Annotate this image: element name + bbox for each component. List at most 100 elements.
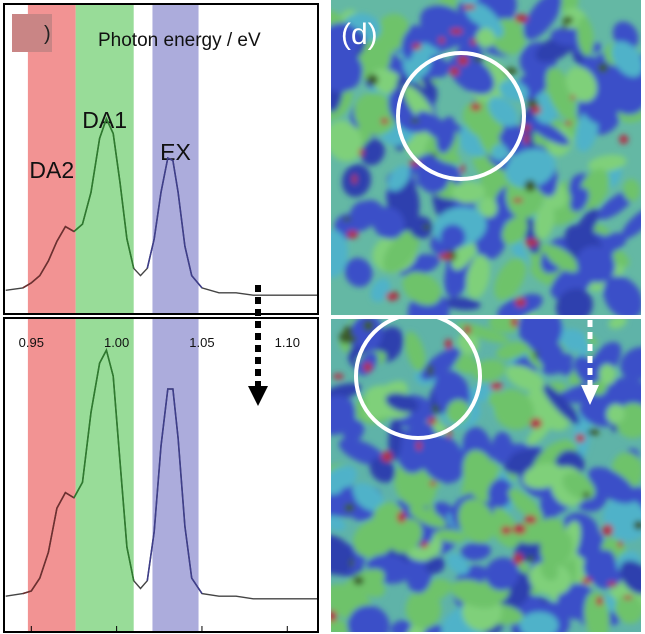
map-domain (545, 67, 576, 119)
map-domain (470, 2, 504, 38)
map-domain (352, 482, 385, 512)
band-band1 (75, 318, 134, 632)
band-ex (152, 4, 199, 314)
map-spot (427, 417, 437, 425)
map-domain (534, 203, 555, 240)
map-domain (518, 319, 563, 351)
map-spot (514, 297, 526, 308)
top-spectrum-panel: DA2 DA1 EX (3, 3, 319, 315)
map-spot (331, 610, 337, 623)
map-spot (344, 503, 355, 513)
map-spot (564, 121, 572, 126)
map-domain (485, 229, 503, 254)
map-domain (577, 16, 594, 57)
pl-map-top: (d) (331, 0, 641, 315)
x-tick-label: 1.05 (189, 335, 214, 350)
map-domain (331, 616, 359, 632)
map-domain (339, 568, 385, 601)
band-band0 (27, 318, 76, 632)
map-spot (449, 66, 460, 76)
map-domain (526, 388, 570, 431)
map-domain (360, 139, 385, 166)
map-domain (446, 552, 470, 575)
map-spot (633, 520, 641, 530)
map-domain (405, 552, 433, 594)
map-domain (536, 340, 564, 368)
map-spot (380, 118, 389, 125)
map-domain (331, 395, 356, 436)
map-spot (352, 174, 357, 185)
map-domain (331, 50, 363, 93)
map-spot (449, 28, 463, 35)
x-tick-label: 1.00 (104, 335, 129, 350)
map-spot (530, 418, 542, 429)
map-spot (358, 148, 365, 157)
map-spot (595, 596, 604, 606)
map-spot (470, 103, 482, 112)
map-domain (570, 187, 589, 212)
map-domain (565, 66, 597, 102)
band-da1 (75, 4, 134, 314)
map-spot (619, 134, 629, 145)
map-domain (503, 298, 534, 315)
map-domain (409, 216, 433, 239)
spectrum-band-segment (22, 491, 75, 595)
spectrum-band-segment (73, 116, 135, 269)
map-spot (460, 163, 465, 174)
map-domain (623, 178, 640, 202)
map-spot (523, 133, 529, 145)
dotted-down-arrow (248, 285, 268, 406)
map-domain (610, 77, 641, 115)
map-domain (331, 515, 346, 532)
map-domain (488, 391, 510, 410)
map-domain (598, 364, 617, 385)
map-spot (526, 555, 535, 562)
map-spot (617, 540, 623, 548)
map-spot (512, 524, 527, 535)
x-axis-title: Photon energy / eV (98, 30, 261, 51)
map-spot (416, 441, 422, 451)
map-domain (543, 244, 579, 273)
map-domain (494, 257, 527, 301)
map-spot (431, 152, 437, 158)
map-domain (406, 403, 439, 426)
spectrum-band-segment (146, 156, 203, 289)
map-domain (385, 393, 419, 413)
map-domain (542, 384, 580, 425)
highlight-circle-bottom (354, 319, 482, 440)
map-spot (575, 433, 585, 443)
map-domain (603, 275, 641, 315)
map-domain (497, 119, 529, 158)
map-domain (425, 556, 446, 574)
band-da2 (27, 4, 76, 314)
map-spot (411, 43, 422, 50)
map-domain (436, 116, 457, 154)
map-domain (621, 207, 641, 239)
map-domain (496, 341, 529, 360)
map-domain (458, 498, 495, 544)
map-spot (342, 216, 352, 222)
map-spot (570, 95, 576, 100)
map-domain (611, 41, 641, 77)
map-domain (597, 190, 635, 220)
map-spot (462, 4, 476, 10)
map-domain (586, 341, 622, 382)
panel-label-d: (d) (341, 18, 378, 51)
map-domain (491, 144, 509, 161)
map-domain (349, 201, 375, 231)
band-band2 (152, 318, 199, 632)
map-spot (353, 576, 364, 586)
map-domain (540, 528, 573, 567)
map-spot (343, 325, 353, 338)
panel-frame (3, 317, 319, 633)
map-spot (366, 74, 379, 86)
map-domain (488, 96, 518, 127)
white-dotted-arrow (581, 319, 599, 405)
map-spot (444, 338, 453, 349)
map-spot (349, 557, 354, 568)
map-spot (490, 382, 503, 391)
map-spot (427, 364, 434, 377)
map-domain (588, 154, 627, 172)
map-domain (443, 297, 481, 311)
map-spot (513, 553, 524, 565)
